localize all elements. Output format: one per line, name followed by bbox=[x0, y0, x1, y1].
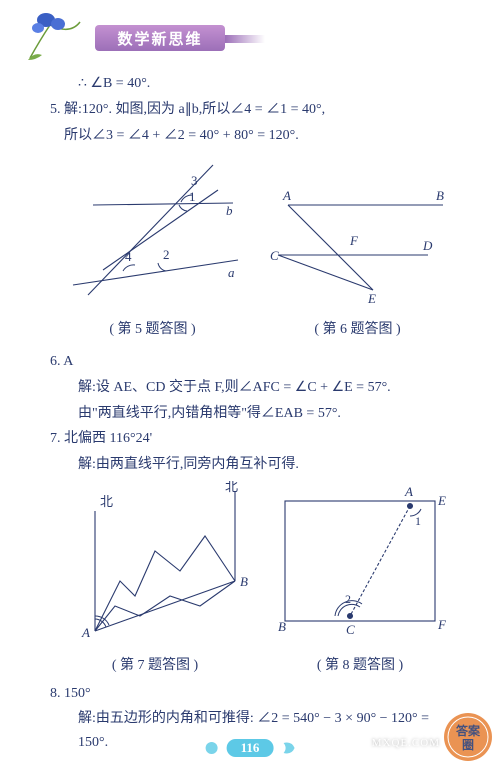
fig5-label-4: 4 bbox=[125, 249, 132, 264]
fig6-D: D bbox=[422, 238, 433, 253]
book-title: 数学新思维 bbox=[95, 25, 225, 51]
q6-number: 6. bbox=[50, 354, 61, 369]
fig5-label-b: b bbox=[226, 203, 233, 218]
q8-number: 8. bbox=[50, 686, 61, 701]
fig8-F: F bbox=[437, 617, 447, 632]
q8-answer: 150° bbox=[64, 686, 91, 701]
figure-6-caption: ( 第 6 题答图 ) bbox=[268, 318, 448, 342]
q7-answer: 北偏西 116°24' bbox=[64, 431, 152, 446]
fig5-label-1: 1 bbox=[189, 189, 196, 204]
fig8-C: C bbox=[346, 622, 355, 637]
watermark-text: 答案 bbox=[456, 723, 481, 738]
fig6-C: C bbox=[270, 248, 279, 263]
q5-text1: 解:120°. 如图,因为 a∥b,所以∠4 = ∠1 = 40°, bbox=[64, 102, 325, 117]
fig8-2: 2 bbox=[345, 592, 351, 606]
q7-line2: 解:由两直线平行,同旁内角互补可得. bbox=[50, 453, 460, 477]
figure-row-2: 北 北 A B ( 第 7 题答图 ) A E B bbox=[50, 481, 460, 678]
figure-5: 3 1 b 4 2 a ( 第 5 题答图 ) bbox=[63, 155, 243, 342]
badge-right-icon bbox=[279, 739, 297, 757]
watermark-badge-icon: 答案 圈 bbox=[442, 711, 494, 763]
q6-line2: 解:设 AE、CD 交于点 F,则∠AFC = ∠C + ∠E = 57°. bbox=[50, 376, 460, 400]
page-number-badge: 116 bbox=[203, 739, 298, 757]
fig7-N2: 北 bbox=[225, 481, 238, 494]
watermark-url: MXQE.COM bbox=[372, 737, 440, 749]
fig5-label-3: 3 bbox=[191, 173, 198, 188]
fig8-1: 1 bbox=[415, 514, 421, 528]
flower-decoration-icon bbox=[20, 10, 90, 65]
figure-7-caption: ( 第 7 题答图 ) bbox=[60, 654, 250, 678]
fig6-B: B bbox=[436, 188, 444, 203]
q6-answer: A bbox=[63, 354, 73, 369]
figure-6-svg: A B C D E F bbox=[268, 185, 448, 305]
figure-row-1: 3 1 b 4 2 a ( 第 5 题答图 ) A B C D bbox=[50, 155, 460, 342]
figure-5-caption: ( 第 5 题答图 ) bbox=[63, 318, 243, 342]
fig7-A: A bbox=[81, 625, 90, 640]
q4-conclusion: ∴ ∠B = 40°. bbox=[50, 72, 460, 96]
q7-number: 7. bbox=[50, 431, 61, 446]
fig5-label-a: a bbox=[228, 265, 235, 280]
figure-6: A B C D E F ( 第 6 题答图 ) bbox=[268, 185, 448, 342]
fig6-E: E bbox=[367, 291, 376, 305]
figure-7-svg: 北 北 A B bbox=[60, 481, 250, 641]
page-content: ∴ ∠B = 40°. 5. 解:120°. 如图,因为 a∥b,所以∠4 = … bbox=[0, 60, 500, 755]
fig7-N1: 北 bbox=[100, 494, 113, 509]
fig8-A: A bbox=[404, 484, 413, 499]
figure-8: A E B C F 1 2 ( 第 8 题答图 ) bbox=[270, 481, 450, 678]
fig7-B: B bbox=[240, 574, 248, 589]
figure-7: 北 北 A B ( 第 7 题答图 ) bbox=[60, 481, 250, 678]
svg-text:圈: 圈 bbox=[462, 737, 474, 752]
banner-tail-decoration bbox=[225, 35, 265, 43]
figure-5-svg: 3 1 b 4 2 a bbox=[63, 155, 243, 305]
q7-line1: 7. 北偏西 116°24' bbox=[50, 427, 460, 451]
page-header: 数学新思维 bbox=[0, 0, 500, 60]
fig6-A: A bbox=[282, 188, 291, 203]
q5-line2: 所以∠3 = ∠4 + ∠2 = 40° + 80° = 120°. bbox=[50, 124, 460, 148]
figure-8-svg: A E B C F 1 2 bbox=[270, 481, 450, 641]
badge-left-icon bbox=[203, 739, 221, 757]
figure-8-caption: ( 第 8 题答图 ) bbox=[270, 654, 450, 678]
fig8-E: E bbox=[437, 493, 446, 508]
q5-number: 5. bbox=[50, 102, 61, 117]
fig6-F: F bbox=[349, 233, 359, 248]
fig5-label-2: 2 bbox=[163, 247, 170, 262]
q5-line1: 5. 解:120°. 如图,因为 a∥b,所以∠4 = ∠1 = 40°, bbox=[50, 98, 460, 122]
q6-line1: 6. A bbox=[50, 350, 460, 374]
page-number: 116 bbox=[227, 739, 274, 757]
q8-line1: 8. 150° bbox=[50, 682, 460, 706]
fig8-B: B bbox=[278, 619, 286, 634]
q6-line3: 由"两直线平行,内错角相等"得∠EAB = 57°. bbox=[50, 402, 460, 426]
